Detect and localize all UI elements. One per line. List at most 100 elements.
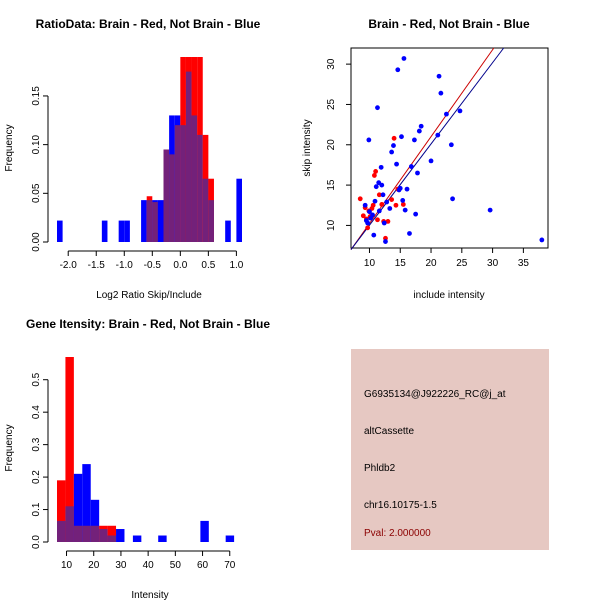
not-brain-point	[408, 164, 414, 169]
brain-point	[385, 218, 391, 224]
scatter-points	[357, 56, 545, 244]
not-brain-point	[384, 199, 390, 205]
brain-point	[400, 202, 406, 207]
not-brain-point	[404, 186, 410, 192]
histogram-bar	[90, 499, 100, 542]
brain-fit-line	[350, 47, 495, 250]
histogram-overlap-bar	[169, 154, 175, 242]
x-tick-label: 30	[115, 560, 127, 571]
histogram-overlap-bar	[163, 149, 170, 242]
not-brain-point	[444, 111, 449, 117]
histogram-bar	[101, 220, 108, 242]
histogram-overlap-bar	[197, 134, 203, 242]
histogram-bar	[57, 480, 66, 542]
histogram-bar	[124, 220, 130, 242]
not-brain-point	[373, 184, 379, 190]
ratio-histogram-panel: RatioData: Brain - Red, Not Brain - Blue…	[4, 17, 261, 301]
x-tick-label: 40	[143, 560, 155, 571]
info-location: chr16.10175-1.5	[364, 500, 437, 511]
y-tick-label: 30	[326, 58, 337, 70]
histogram-overlap-bar	[180, 125, 186, 242]
not-brain-point	[395, 67, 401, 73]
histogram-bar	[116, 529, 125, 542]
not-brain-point	[402, 207, 408, 213]
scatter-title: Brain - Red, Not Brain - Blue	[368, 17, 530, 31]
histogram-overlap-bar	[99, 529, 108, 542]
not-brain-point	[450, 196, 455, 202]
not-brain-point	[428, 158, 434, 164]
gene-intensity-histogram-panel: Gene Itensity: Brain - Red, Not Brain - …	[4, 317, 270, 601]
histogram-overlap-bar	[57, 520, 66, 542]
y-tick-label: 25	[326, 98, 337, 110]
not-brain-point	[362, 202, 368, 208]
not-brain-point	[418, 123, 424, 129]
x-tick-label: 20	[88, 560, 100, 571]
not-brain-point	[365, 220, 371, 226]
not-brain-point	[457, 108, 463, 114]
x-tick-label: -0.5	[144, 260, 162, 271]
scatter-axes: 10 15 20 25 30 35 10 15 20 25 30	[326, 58, 529, 269]
x-tick-label: 1.0	[229, 260, 243, 271]
not-brain-point	[367, 209, 372, 215]
not-brain-point	[401, 56, 407, 61]
y-tick-label: 0.15	[31, 86, 42, 106]
intensity-scatter-panel: Brain - Red, Not Brain - Blue include in…	[302, 17, 549, 301]
histogram-bar	[73, 473, 83, 542]
x-tick-label: 60	[197, 560, 209, 571]
not-brain-fit-line	[350, 47, 505, 250]
gene-intensity-ylabel: Frequency	[4, 424, 15, 471]
not-brain-point	[415, 170, 420, 176]
histogram-bar	[200, 520, 209, 542]
not-brain-point	[387, 206, 393, 211]
not-brain-point	[448, 142, 454, 148]
gene-intensity-axes: 10 20 30 40 50 60 70 0.0 0.1 0.2 0.3 0.4 0.5	[31, 372, 236, 571]
histogram-bar	[82, 464, 91, 542]
scatter-xlabel: include intensity	[413, 290, 484, 301]
not-brain-point	[372, 198, 378, 204]
brain-point	[373, 168, 379, 174]
ratio-histogram-title: RatioData: Brain - Red, Not Brain - Blue	[36, 17, 261, 31]
brain-point	[389, 197, 395, 203]
not-brain-point	[487, 207, 493, 213]
x-tick-label: 30	[487, 258, 499, 269]
histogram-bar	[157, 200, 164, 242]
not-brain-point	[413, 211, 419, 217]
not-brain-point	[436, 73, 442, 79]
brain-point	[370, 202, 376, 208]
x-tick-label: -2.0	[60, 260, 78, 271]
brain-point	[375, 217, 380, 223]
not-brain-point	[412, 137, 417, 143]
histogram-overlap-bar	[107, 535, 117, 542]
not-brain-point	[379, 182, 385, 188]
histogram-bar	[225, 220, 231, 242]
y-tick-label: 15	[326, 179, 337, 191]
not-brain-point	[397, 185, 403, 191]
x-tick-label: 0.0	[173, 260, 187, 271]
not-brain-point	[371, 232, 377, 238]
y-tick-label: 0.2	[31, 470, 42, 484]
histogram-overlap-bar	[82, 525, 91, 542]
not-brain-point	[391, 143, 396, 148]
y-tick-label: 0.00	[31, 232, 42, 252]
not-brain-point	[539, 237, 545, 243]
not-brain-point	[400, 198, 406, 203]
not-brain-point	[366, 137, 372, 143]
scatter-ylabel: skip intensity	[302, 119, 313, 176]
x-tick-label: 50	[170, 560, 182, 571]
histogram-overlap-bar	[185, 71, 192, 243]
ratio-histogram-axes: -2.0 -1.5 -1.0 -0.5 0.0 0.5 1.0 0.00 0.05 0.10 0.1…	[31, 86, 244, 271]
not-brain-point	[399, 134, 404, 140]
histogram-bar	[118, 220, 125, 242]
histogram-bar	[225, 535, 235, 542]
ratio-histogram-xlabel: Log2 Ratio Skip/Include	[96, 290, 202, 301]
y-tick-label: 0.5	[31, 372, 42, 386]
info-gene-name: Phldb2	[364, 463, 396, 474]
not-brain-point	[383, 239, 388, 244]
scatter-plot-frame	[350, 47, 549, 249]
x-tick-label: 0.5	[201, 260, 215, 271]
x-tick-label: 70	[224, 560, 236, 571]
histogram-overlap-bar	[191, 115, 198, 242]
brain-point	[360, 213, 366, 219]
not-brain-point	[435, 132, 441, 138]
